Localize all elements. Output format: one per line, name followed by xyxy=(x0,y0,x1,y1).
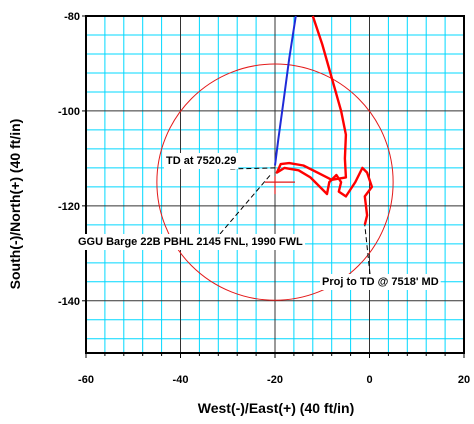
annotations: TD at 7520.29 GGU Barge 22B PBHL 2145 FNL… xyxy=(76,153,441,290)
x-tick-label: 0 xyxy=(366,374,372,386)
x-tick-label: -20 xyxy=(267,374,283,386)
y-axis-ticks: -80 -100 -120 -140 xyxy=(58,11,86,308)
annotation-label-2: GGU Barge 22B PBHL 2145 FNL, 1990 FWL xyxy=(78,236,303,248)
annotation-leader-2 xyxy=(219,174,271,235)
annotation-box-3 xyxy=(320,274,441,290)
x-tick-label: 20 xyxy=(458,374,470,386)
x-tick-label: -60 xyxy=(78,374,94,386)
x-tick-label: -40 xyxy=(173,374,189,386)
annotation-box-1 xyxy=(164,153,239,169)
annotation-label-1: TD at 7520.29 xyxy=(166,155,236,167)
y-tick-label: -120 xyxy=(58,201,80,213)
target-crosshair xyxy=(265,176,295,195)
y-tick-label: -140 xyxy=(58,296,80,308)
series-line-1 xyxy=(274,15,297,166)
series-layer xyxy=(274,15,374,226)
annotation-box-2 xyxy=(76,234,306,250)
x-axis-ticks: -60 -40 -20 0 20 xyxy=(78,353,470,386)
target-circle xyxy=(156,63,394,301)
annotation-label-3: Proj to TD @ 7518' MD xyxy=(322,276,439,288)
annotation-leader-3 xyxy=(364,224,371,275)
x-axis-title: West(-)/East(+) (40 ft/in) xyxy=(198,400,354,416)
y-tick-label: -80 xyxy=(64,11,80,23)
y-tick-label: -100 xyxy=(58,106,80,118)
annotation-leaders xyxy=(219,167,371,275)
series-line-2 xyxy=(275,15,374,226)
y-axis-title: South(-)/North(+) (40 ft/in) xyxy=(7,119,23,290)
